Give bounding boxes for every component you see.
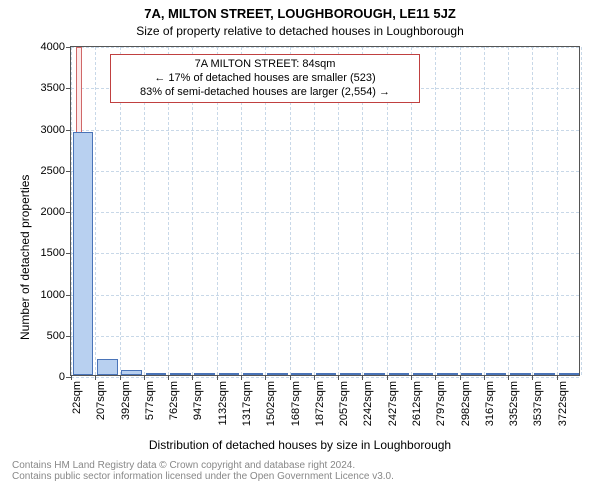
x-tick-mark xyxy=(217,375,218,380)
x-tick-mark xyxy=(557,375,558,380)
x-tick-label: 2057sqm xyxy=(338,381,350,426)
x-tick-label: 2982sqm xyxy=(460,381,472,426)
gridline-vertical xyxy=(581,47,582,375)
y-tick-label: 1500 xyxy=(41,247,65,259)
gridline-horizontal xyxy=(71,171,579,172)
x-tick-label: 2612sqm xyxy=(411,381,423,426)
y-tick-label: 500 xyxy=(47,330,65,342)
gridline-vertical xyxy=(435,47,436,375)
x-tick-mark xyxy=(484,375,485,380)
histogram-bar xyxy=(219,373,240,375)
histogram-bar xyxy=(340,373,361,375)
gridline-horizontal xyxy=(71,47,579,48)
x-tick-label: 1502sqm xyxy=(265,381,277,426)
y-tick-label: 0 xyxy=(59,371,65,383)
annotation-line: 83% of semi-detached houses are larger (… xyxy=(117,86,413,100)
x-tick-label: 2797sqm xyxy=(435,381,447,426)
y-tick-label: 2500 xyxy=(41,165,65,177)
histogram-bar xyxy=(316,373,337,375)
histogram-bar xyxy=(486,373,507,375)
histogram-bar xyxy=(510,373,531,375)
x-tick-mark xyxy=(362,375,363,380)
x-tick-label: 1132sqm xyxy=(217,381,229,425)
x-tick-label: 207sqm xyxy=(95,381,107,420)
gridline-horizontal xyxy=(71,336,579,337)
annotation-line: 7A MILTON STREET: 84sqm xyxy=(117,58,413,72)
gridline-vertical xyxy=(557,47,558,375)
x-tick-mark xyxy=(144,375,145,380)
y-tick-label: 3000 xyxy=(41,124,65,136)
gridline-horizontal xyxy=(71,295,579,296)
histogram-bar xyxy=(534,373,555,375)
annotation-line: ← 17% of detached houses are smaller (52… xyxy=(117,72,413,86)
gridline-vertical xyxy=(460,47,461,375)
gridline-horizontal xyxy=(71,130,579,131)
x-tick-mark xyxy=(95,375,96,380)
x-tick-mark xyxy=(71,375,72,380)
x-tick-label: 762sqm xyxy=(168,381,180,420)
gridline-horizontal xyxy=(71,253,579,254)
x-axis-label: Distribution of detached houses by size … xyxy=(0,438,600,452)
x-tick-mark xyxy=(338,375,339,380)
x-tick-mark xyxy=(435,375,436,380)
page-title: 7A, MILTON STREET, LOUGHBOROUGH, LE11 5J… xyxy=(0,6,600,21)
x-tick-mark xyxy=(241,375,242,380)
gridline-horizontal xyxy=(71,377,579,378)
histogram-bar xyxy=(413,373,434,375)
histogram-bar xyxy=(267,373,288,375)
x-tick-label: 577sqm xyxy=(144,381,156,420)
x-tick-mark xyxy=(290,375,291,380)
y-tick-label: 4000 xyxy=(41,41,65,53)
x-tick-mark xyxy=(387,375,388,380)
x-tick-mark xyxy=(168,375,169,380)
histogram-bar xyxy=(291,373,312,375)
x-tick-label: 1872sqm xyxy=(314,381,326,426)
x-tick-mark xyxy=(314,375,315,380)
x-tick-label: 3352sqm xyxy=(508,381,520,426)
x-tick-label: 947sqm xyxy=(192,381,204,420)
histogram-bar xyxy=(437,373,458,375)
x-tick-label: 3722sqm xyxy=(557,381,569,426)
x-tick-label: 2242sqm xyxy=(362,381,374,426)
x-tick-label: 392sqm xyxy=(120,381,132,420)
annotation-box: 7A MILTON STREET: 84sqm← 17% of detached… xyxy=(110,54,420,103)
x-tick-label: 22sqm xyxy=(71,381,83,414)
y-tick-label: 2000 xyxy=(41,206,65,218)
histogram-bar xyxy=(364,373,385,375)
x-tick-mark xyxy=(532,375,533,380)
credits-line: Contains public sector information licen… xyxy=(12,471,600,482)
x-tick-mark xyxy=(192,375,193,380)
histogram-bar xyxy=(559,373,580,375)
x-tick-mark xyxy=(120,375,121,380)
histogram-bar xyxy=(73,132,94,375)
histogram-bar xyxy=(146,373,167,375)
histogram-bar xyxy=(97,359,118,376)
histogram-bar xyxy=(389,373,410,375)
y-tick-label: 3500 xyxy=(41,82,65,94)
gridline-vertical xyxy=(532,47,533,375)
gridline-horizontal xyxy=(71,212,579,213)
page-subtitle: Size of property relative to detached ho… xyxy=(0,24,600,38)
histogram-bar xyxy=(461,373,482,375)
x-tick-mark xyxy=(508,375,509,380)
histogram-bar xyxy=(243,373,264,375)
y-axis-label: Number of detached properties xyxy=(18,175,32,340)
x-tick-mark xyxy=(460,375,461,380)
gridline-vertical xyxy=(95,47,96,375)
y-tick-label: 1000 xyxy=(41,289,65,301)
x-tick-label: 1317sqm xyxy=(241,381,253,426)
x-tick-label: 2427sqm xyxy=(387,381,399,426)
histogram-bar xyxy=(170,373,191,375)
gridline-vertical xyxy=(508,47,509,375)
x-tick-label: 3537sqm xyxy=(532,381,544,426)
histogram-bar xyxy=(194,373,215,375)
x-tick-label: 3167sqm xyxy=(484,381,496,426)
histogram-bar xyxy=(121,370,142,375)
x-tick-mark xyxy=(265,375,266,380)
gridline-vertical xyxy=(484,47,485,375)
x-tick-mark xyxy=(411,375,412,380)
credits: Contains HM Land Registry data © Crown c… xyxy=(0,460,600,482)
credits-line: Contains HM Land Registry data © Crown c… xyxy=(12,460,600,471)
x-tick-label: 1687sqm xyxy=(290,381,302,426)
